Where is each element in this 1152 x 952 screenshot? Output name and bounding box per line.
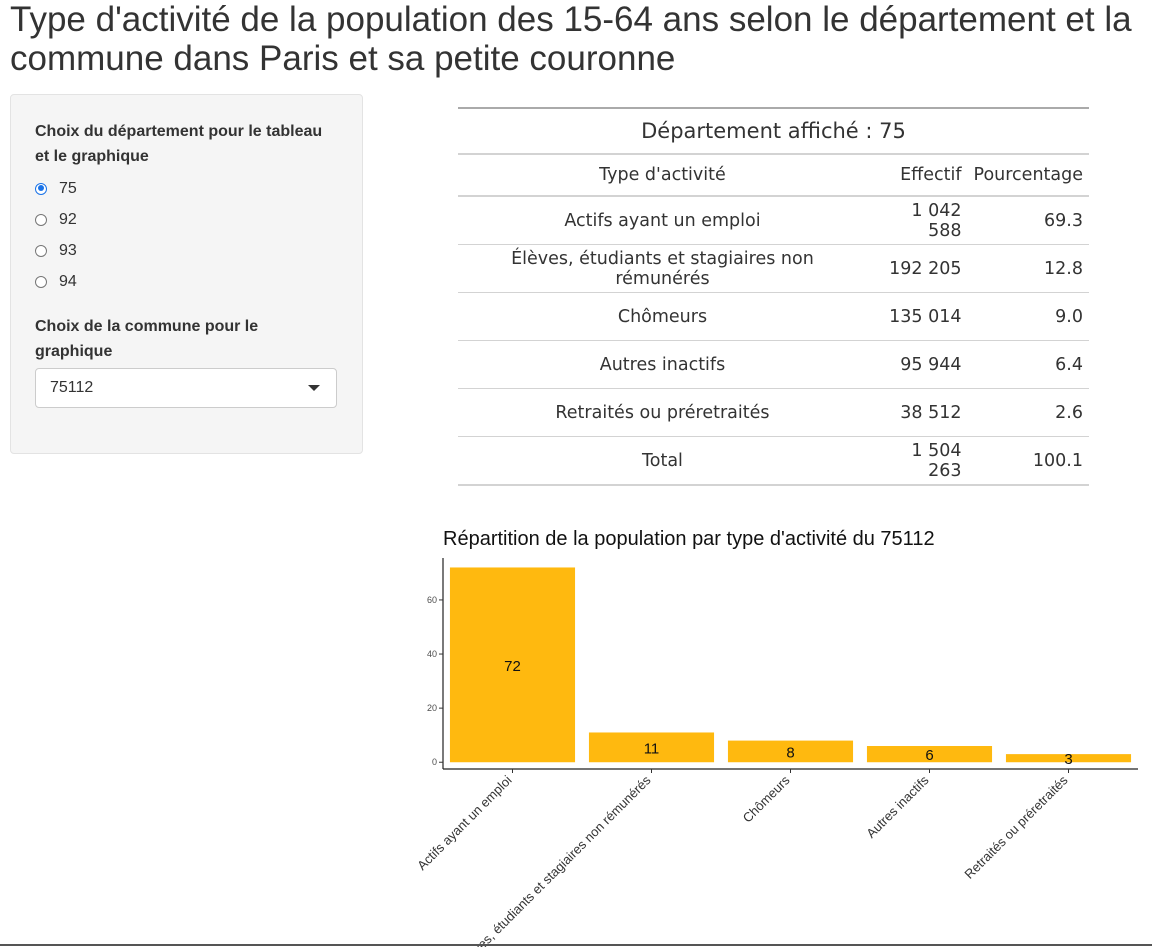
department-option-94[interactable]: 94: [35, 266, 338, 297]
bar: [866, 746, 993, 763]
table-caption: Département affiché : 75: [458, 107, 1089, 155]
department-option-75[interactable]: 75: [35, 173, 338, 204]
activity-type-cell: Retraités ou préretraités: [458, 388, 867, 437]
table-row: Chômeurs 135 014 9.0: [458, 292, 1089, 341]
bar-value-label: 11: [644, 740, 660, 757]
commune-select[interactable]: 75112: [35, 368, 337, 408]
department-option-93[interactable]: 93: [35, 235, 338, 266]
bar: [727, 740, 854, 763]
count-cell: 192 205: [866, 244, 968, 293]
radio-button[interactable]: [35, 275, 47, 288]
bar-chart-svg: Répartition de la population par type d'…: [414, 528, 1138, 952]
percentage-cell: 9.0: [967, 292, 1089, 341]
bar: [449, 567, 576, 763]
percentage-cell: 6.4: [967, 340, 1089, 389]
activity-type-cell: Élèves, étudiants et stagiaires non rému…: [458, 244, 867, 293]
y-tick-label: 60: [427, 595, 437, 605]
bar-value-label: 8: [786, 744, 794, 761]
activity-table: Département affiché : 75 Type d'activité…: [458, 107, 1089, 486]
activity-type-cell: Actifs ayant un emploi: [458, 196, 867, 245]
table-row: Retraités ou préretraités 38 512 2.6: [458, 388, 1089, 437]
count-cell: 38 512: [866, 388, 968, 437]
column-header-count: Effectif: [866, 154, 968, 197]
table-row: Élèves, étudiants et stagiaires non rému…: [458, 244, 1089, 293]
bottom-divider: [0, 944, 1152, 946]
department-option-92[interactable]: 92: [35, 204, 338, 235]
page-title: Type d'activité de la population des 15-…: [10, 0, 1132, 78]
sidebar-panel: Choix du département pour le tableau et …: [10, 94, 363, 454]
radio-button[interactable]: [35, 213, 47, 226]
radio-button[interactable]: [35, 244, 47, 257]
bar: [588, 732, 715, 763]
column-header-activity-type: Type d'activité: [458, 154, 867, 197]
bar-value-label: 72: [504, 658, 521, 675]
radio-button[interactable]: [35, 182, 47, 195]
x-tick-label: Autres inactifs: [863, 772, 932, 841]
radio-label: 94: [59, 272, 77, 290]
x-tick-label: Retraités ou préretraités: [961, 772, 1071, 882]
activity-type-cell: Autres inactifs: [458, 340, 867, 389]
percentage-cell: 2.6: [967, 388, 1089, 437]
bar: [1005, 754, 1132, 763]
department-radio-group: 75 92 93 94: [35, 173, 338, 297]
table-row: Autres inactifs 95 944 6.4: [458, 340, 1089, 389]
radio-label: 93: [59, 241, 77, 259]
radio-label: 75: [59, 179, 77, 197]
bar-value-label: 6: [925, 747, 933, 764]
percentage-cell: 69.3: [967, 196, 1089, 245]
caret-down-icon: [308, 385, 320, 391]
table-row: Actifs ayant un emploi 1 042 588 69.3: [458, 196, 1089, 245]
radio-label: 92: [59, 210, 77, 228]
y-tick-label: 40: [427, 649, 437, 659]
activity-type-cell: Chômeurs: [458, 292, 867, 341]
column-header-percentage: Pourcentage: [967, 154, 1089, 197]
y-tick-label: 0: [432, 757, 437, 767]
department-choice-label: Choix du département pour le tableau et …: [35, 123, 323, 165]
x-tick-label: Actifs ayant un emploi: [414, 772, 515, 873]
activity-bar-chart: Répartition de la population par type d'…: [395, 515, 1152, 952]
y-tick-label: 20: [427, 703, 437, 713]
percentage-cell: 12.8: [967, 244, 1089, 293]
count-cell: 1 042 588: [866, 196, 968, 245]
commune-choice-label: Choix de la commune pour le graphique: [35, 318, 259, 360]
count-cell: 95 944: [866, 340, 968, 389]
bar-value-label: 3: [1064, 751, 1072, 768]
activity-type-cell: Total: [458, 436, 867, 486]
count-cell: 135 014: [866, 292, 968, 341]
x-tick-label: Chômeurs: [740, 772, 793, 825]
count-cell: 1 504 263: [866, 436, 968, 486]
table-total-row: Total 1 504 263 100.1: [458, 436, 1089, 486]
percentage-cell: 100.1: [967, 436, 1089, 486]
commune-select-value: 75112: [50, 379, 94, 396]
chart-title: Répartition de la population par type d'…: [443, 528, 935, 550]
